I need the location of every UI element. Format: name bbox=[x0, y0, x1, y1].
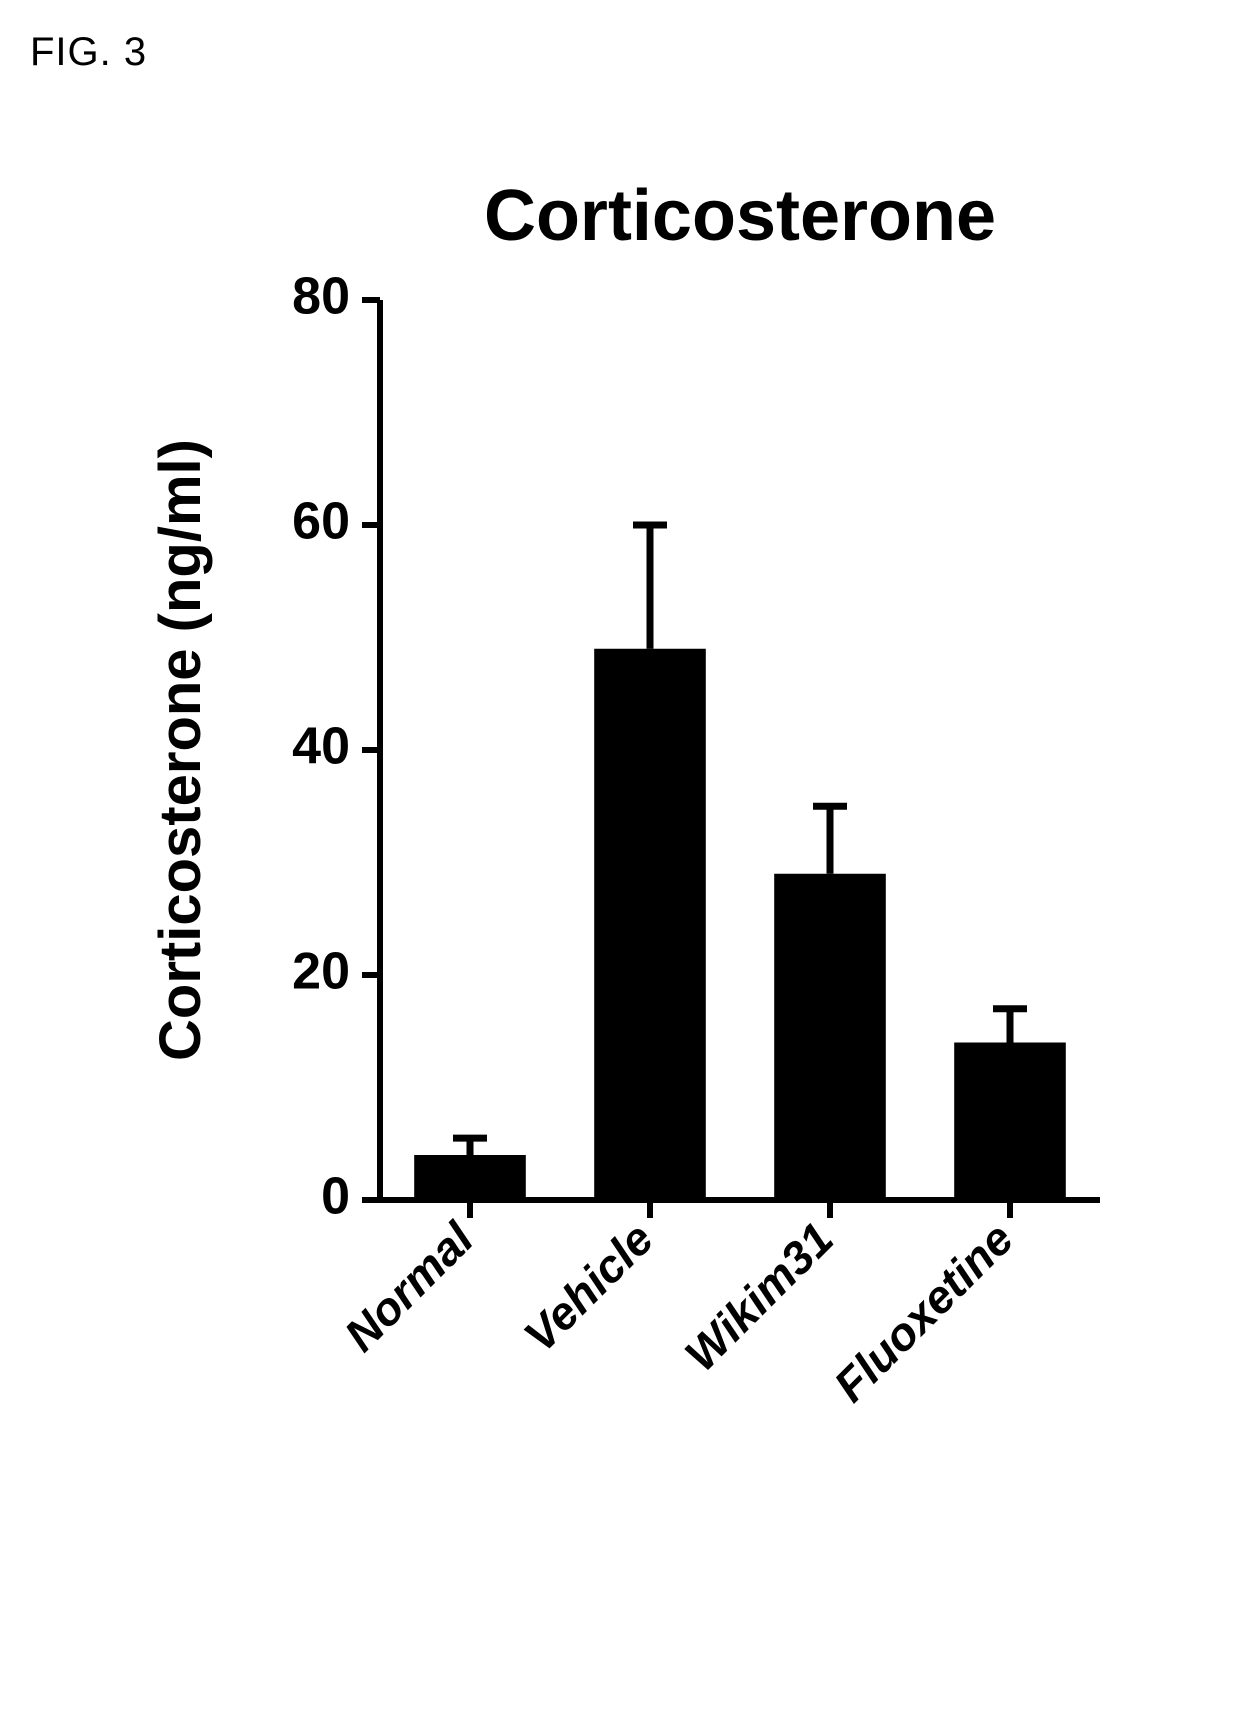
y-axis-label: Corticosterone (ng/ml) bbox=[148, 439, 213, 1061]
y-tick-label: 60 bbox=[292, 493, 350, 551]
page: FIG. 3 Corticosterone020406080Corticoste… bbox=[0, 0, 1240, 1728]
y-tick-label: 20 bbox=[292, 943, 350, 1001]
corticosterone-bar-chart: Corticosterone 0 20 40 60 80 Corticosterone (n… bbox=[100, 130, 1140, 1630]
y-tick-label: 40 bbox=[292, 718, 350, 776]
chart-title: Corticosterone bbox=[484, 176, 996, 256]
y-tick-label: 80 bbox=[292, 268, 350, 326]
bar bbox=[954, 1043, 1066, 1201]
y-tick-label: 0 bbox=[321, 1168, 350, 1226]
figure-label: FIG. 3 bbox=[30, 30, 147, 75]
bar bbox=[594, 649, 706, 1200]
bar bbox=[774, 874, 886, 1200]
bar bbox=[414, 1155, 526, 1200]
chart-svg: Corticosterone 0 20 40 60 80 Corticosterone (n… bbox=[100, 130, 1140, 1630]
